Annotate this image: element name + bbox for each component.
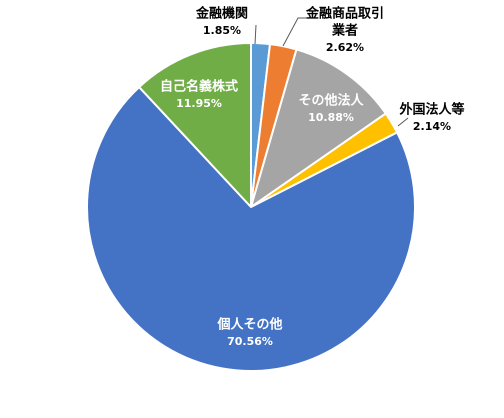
slice-value-4: 70.56% — [227, 335, 273, 348]
pie-slice-5 — [138, 42, 252, 208]
slice-value-3: 2.14% — [413, 120, 451, 133]
slice-label-3: 外国法人等 2.14% — [398, 102, 464, 134]
leader-line-0 — [254, 24, 257, 45]
slice-value-2: 10.88% — [308, 111, 354, 124]
slice-label-0: 金融機関 1.85% — [195, 6, 248, 38]
slice-name-5: 自己名義株式 — [160, 79, 238, 95]
slice-value-0: 1.85% — [203, 24, 241, 37]
slice-name-4: 個人その他 — [216, 317, 282, 333]
slice-name-1-line-1: 業者 — [331, 23, 358, 39]
slice-label-4: 個人その他 70.56% — [216, 317, 282, 349]
pie-slice-2 — [250, 48, 387, 208]
slice-value-1: 2.62% — [326, 41, 364, 54]
pie-slice-4 — [86, 86, 416, 372]
slice-name-2: その他法人 — [298, 93, 364, 109]
slice-name-0: 金融機関 — [195, 6, 248, 22]
slice-name-1-line-0: 金融商品取引 — [305, 6, 384, 22]
slice-label-5: 自己名義株式 11.95% — [160, 79, 238, 111]
slice-label-2: その他法人 10.88% — [298, 93, 364, 125]
slice-name-3: 外国法人等 — [398, 102, 464, 118]
slice-value-5: 11.95% — [176, 97, 222, 110]
leader-line-1 — [282, 17, 315, 47]
leader-line-3 — [397, 117, 409, 127]
